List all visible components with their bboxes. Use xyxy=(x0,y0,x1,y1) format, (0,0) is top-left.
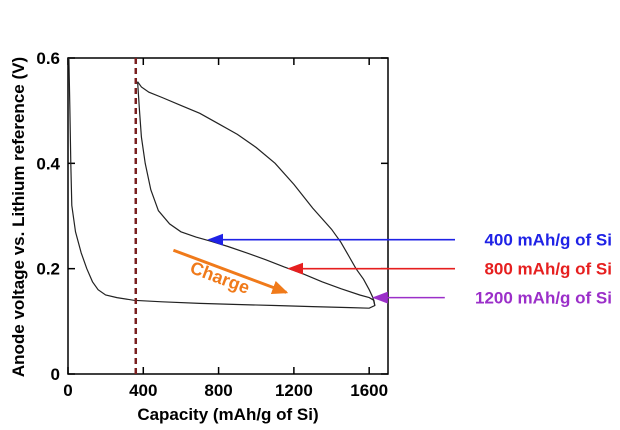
y-axis-label: Anode voltage vs. Lithium reference (V) xyxy=(9,57,28,377)
plot-frame xyxy=(67,57,389,375)
annotations: 400 mAh/g of Si 800 mAh/g of Si 1200 mAh/g… xyxy=(172,231,612,308)
x-tick-label: 800 xyxy=(204,381,232,400)
y-tick-label: 0 xyxy=(51,365,60,384)
y-tick-label: 0.4 xyxy=(36,154,60,173)
charge-label: Charge xyxy=(187,257,252,297)
data-lines xyxy=(68,57,376,309)
x-ticks: 0 400 800 1200 1600 xyxy=(63,58,388,400)
annotation-label: 1200 mAh/g of Si xyxy=(475,289,612,308)
x-tick-label: 1200 xyxy=(275,381,313,400)
x-tick-label: 1600 xyxy=(350,381,388,400)
x-tick-label: 400 xyxy=(129,381,157,400)
x-axis-label: Capacity (mAh/g of Si) xyxy=(137,405,318,424)
charge-arrow xyxy=(172,248,289,295)
y-tick-label: 0.2 xyxy=(36,260,60,279)
voltage-curve-2 xyxy=(137,81,376,306)
annotation-label: 800 mAh/g of Si xyxy=(484,260,612,279)
y-tick-label: 0.6 xyxy=(36,49,60,68)
x-tick-label: 0 xyxy=(63,381,72,400)
annotation-label: 400 mAh/g of Si xyxy=(484,231,612,250)
y-ticks: 0 0.2 0.4 0.6 xyxy=(36,49,388,384)
